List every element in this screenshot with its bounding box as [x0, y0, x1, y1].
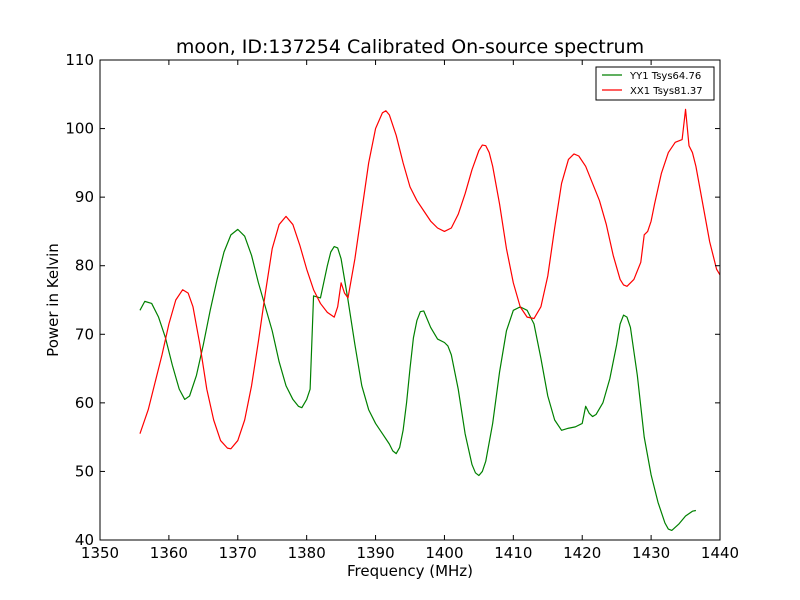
y-tick-label: 40 — [75, 531, 94, 549]
x-tick-label: 1440 — [701, 544, 739, 562]
x-tick-label: 1410 — [494, 544, 532, 562]
x-tick-label: 1420 — [563, 544, 601, 562]
x-tick-label: 1350 — [81, 544, 119, 562]
y-tick-label: 90 — [75, 188, 94, 206]
y-tick-label: 50 — [75, 462, 94, 480]
series-line-xx1 — [139, 108, 720, 450]
plot-area: 1350 1360 1370 1380 1390 1400 1410 1420 1430 1440… — [65, 51, 739, 562]
y-tick-label: 110 — [65, 51, 94, 69]
legend-label-yy1: YY1 Tsys64.76 — [629, 71, 701, 82]
chart-title: moon, ID:137254 Calibrated On-source spe… — [176, 36, 644, 58]
plot-frame — [99, 59, 721, 541]
legend-frame — [595, 66, 715, 101]
x-tick-label: 1360 — [150, 544, 188, 562]
y-tick-label: 100 — [65, 120, 94, 138]
x-tick-label: 1430 — [632, 544, 670, 562]
series-line-yy1 — [139, 228, 697, 531]
y-tick-label: 60 — [75, 394, 94, 412]
series-layer — [139, 108, 720, 531]
x-tick-label: 1400 — [425, 544, 463, 562]
y-tick-label: 70 — [75, 325, 94, 343]
ticks-layer: 1350 1360 1370 1380 1390 1400 1410 1420 1430 1440… — [65, 51, 739, 562]
x-axis-label: Frequency (MHz) — [347, 562, 473, 580]
legend-label-xx1: XX1 Tsys81.37 — [630, 86, 703, 97]
x-tick-label: 1380 — [288, 544, 326, 562]
legend: YY1 Tsys64.76 XX1 Tsys81.37 — [595, 66, 715, 101]
x-tick-label: 1370 — [219, 544, 257, 562]
x-tick-label: 1390 — [356, 544, 394, 562]
y-tick-label: 80 — [75, 257, 94, 275]
y-axis-label: Power in Kelvin — [44, 243, 62, 357]
